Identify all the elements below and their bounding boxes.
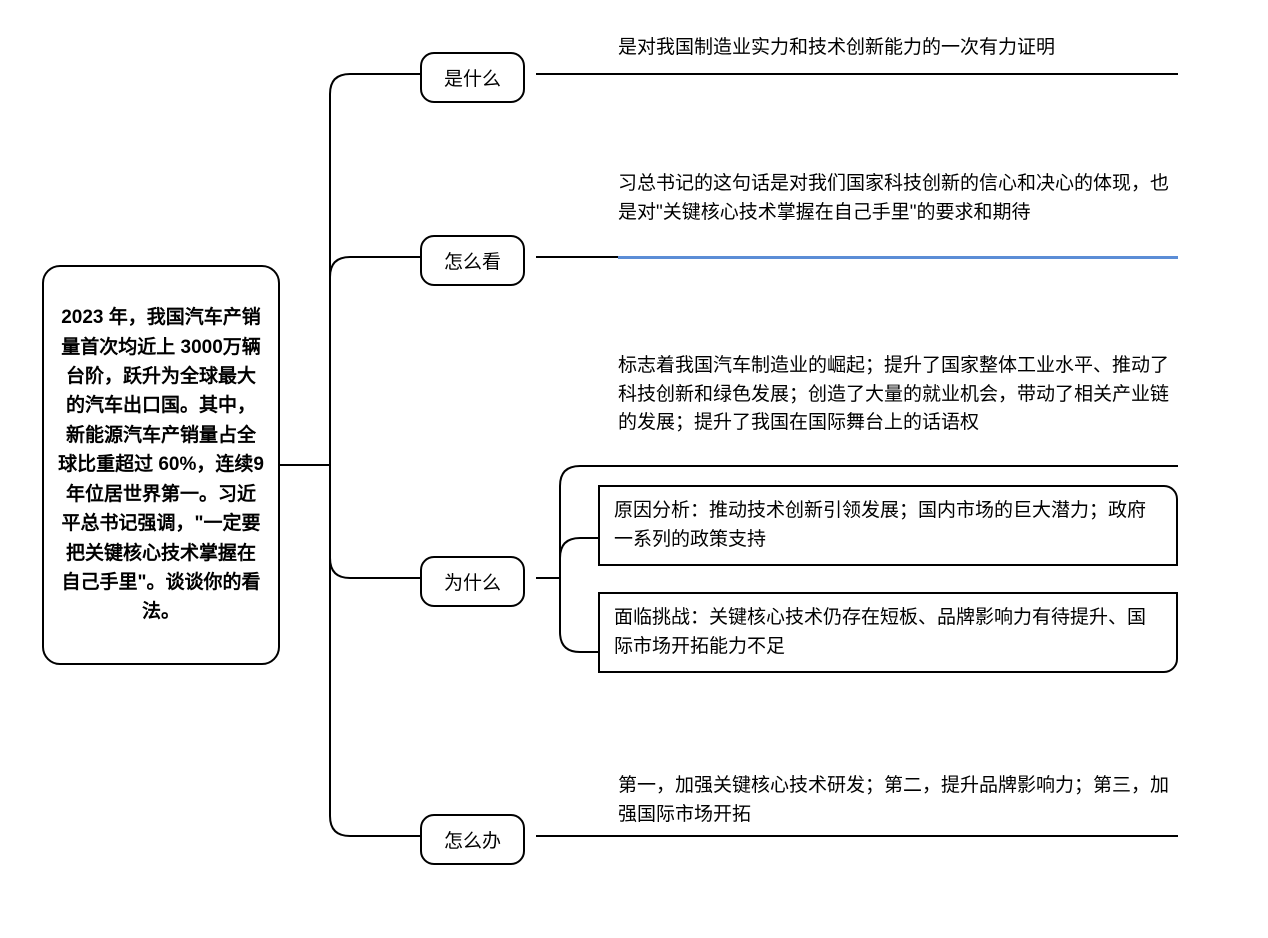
leaf-how-text: 第一，加强关键核心技术研发；第二，提升品牌影响力；第三，加强国际市场开拓 [618, 772, 1178, 829]
leaf-why-text: 标志着我国汽车制造业的崛起；提升了国家整体工业水平、推动了科技创新和绿色发展；创… [618, 352, 1178, 438]
branch-how: 怎么办 [420, 814, 525, 865]
branch-view: 怎么看 [420, 235, 525, 286]
sub-box-challenge: 面临挑战：关键核心技术仍存在短板、品牌影响力有待提升、国际市场开拓能力不足 [598, 592, 1178, 673]
leaf-view-underline [618, 256, 1178, 259]
branch-label: 怎么办 [444, 831, 501, 852]
leaf-why-underline-top [618, 465, 1178, 467]
root-node: 2023 年，我国汽车产销量首次均近上 3000万辆台阶，跃升为全球最大的汽车出… [42, 265, 280, 665]
root-text: 2023 年，我国汽车产销量首次均近上 3000万辆台阶，跃升为全球最大的汽车出… [58, 303, 264, 627]
sub-box-text: 面临挑战：关键核心技术仍存在短板、品牌影响力有待提升、国际市场开拓能力不足 [614, 607, 1146, 657]
leaf-what-underline [618, 73, 1178, 75]
sub-box-text: 原因分析：推动技术创新引领发展；国内市场的巨大潜力；政府一系列的政策支持 [614, 500, 1146, 550]
leaf-view-text: 习总书记的这句话是对我们国家科技创新的信心和决心的体现，也是对"关键核心技术掌握… [618, 170, 1178, 227]
sub-box-reason: 原因分析：推动技术创新引领发展；国内市场的巨大潜力；政府一系列的政策支持 [598, 485, 1178, 566]
branch-what: 是什么 [420, 52, 525, 103]
branch-label: 是什么 [444, 69, 501, 90]
leaf-how-underline [618, 835, 1178, 837]
branch-why: 为什么 [420, 556, 525, 607]
leaf-what-text: 是对我国制造业实力和技术创新能力的一次有力证明 [618, 34, 1178, 63]
branch-label: 怎么看 [444, 252, 501, 273]
branch-label: 为什么 [444, 573, 501, 594]
